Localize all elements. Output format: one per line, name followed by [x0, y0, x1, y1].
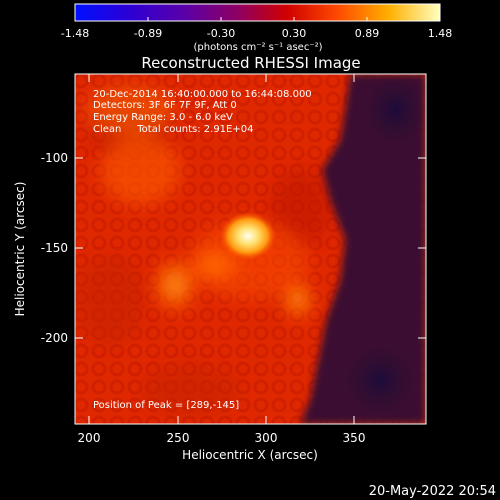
plot-title: Reconstructed RHESSI Image	[141, 54, 360, 72]
colorbar: -1.48 -0.89 -0.30 0.30 0.89 1.48 (photon…	[61, 3, 453, 53]
colorbar-tick-label: 0.30	[282, 27, 307, 40]
dark-region	[300, 74, 426, 424]
footer-date: 20-May-2022 20:54	[369, 484, 496, 499]
y-tick-label: -100	[41, 151, 68, 165]
x-tick-label: 350	[343, 431, 366, 445]
axis-ticks	[75, 74, 426, 424]
colorbar-gradient	[74, 3, 441, 22]
solar-image	[75, 74, 426, 424]
flare-core	[220, 212, 276, 260]
colorbar-tick-label: -1.48	[61, 27, 89, 40]
colorbar-tick-label: -0.89	[134, 27, 162, 40]
colorbar-tick-label: 1.48	[428, 27, 453, 40]
colorbar-tick-label: 0.89	[355, 27, 380, 40]
x-tick-label: 200	[78, 431, 101, 445]
colorbar-ticks	[74, 17, 441, 21]
y-axis-label: Heliocentric Y (arcsec)	[13, 182, 27, 317]
info-clean-counts: Clean Total counts: 2.91E+04	[93, 124, 253, 135]
plot-frame	[74, 73, 427, 425]
info-detectors: Detectors: 3F 6F 7F 9F, Att 0	[93, 100, 237, 111]
y-tick-label: -200	[41, 331, 68, 345]
info-peak-position: Position of Peak = [289,-145]	[93, 400, 239, 411]
colorbar-unit-label: (photons cm⁻² s⁻¹ asec⁻²)	[193, 42, 322, 53]
info-time-range: 20-Dec-2014 16:40:00.000 to 16:44:08.000	[93, 89, 312, 100]
x-tick-label: 300	[255, 431, 278, 445]
x-axis-label: Heliocentric X (arcsec)	[182, 448, 318, 462]
y-tick-label: -150	[41, 241, 68, 255]
info-energy-range: Energy Range: 3.0 - 6.0 keV	[93, 112, 233, 123]
x-tick-label: 250	[167, 431, 190, 445]
colorbar-tick-label: -0.30	[207, 27, 235, 40]
